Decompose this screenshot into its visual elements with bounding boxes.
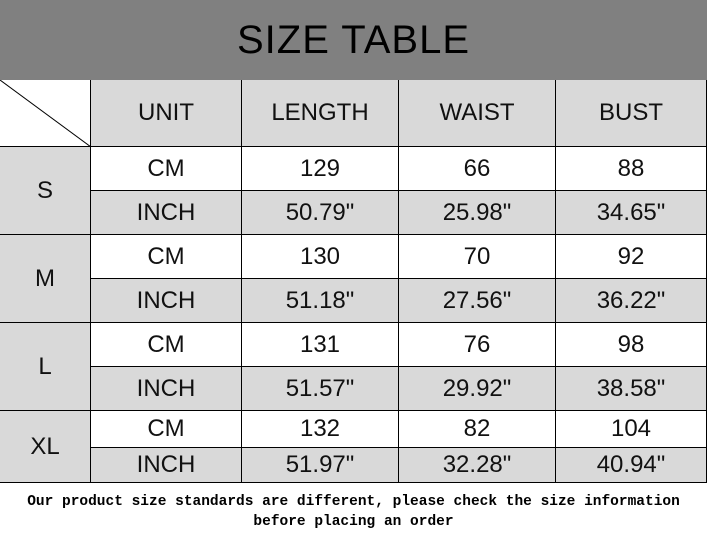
cell-unit: CM xyxy=(91,235,242,279)
header-length: LENGTH xyxy=(242,80,399,147)
cell-unit: INCH xyxy=(91,191,242,235)
size-label: S xyxy=(0,147,91,235)
cell-length: 130 xyxy=(242,235,399,279)
size-label: XL xyxy=(0,411,91,483)
cell-length: 51.18" xyxy=(242,279,399,323)
cell-length: 51.57" xyxy=(242,367,399,411)
header-waist: WAIST xyxy=(399,80,556,147)
cell-waist: 70 xyxy=(399,235,556,279)
footer-line-1: Our product size standards are different… xyxy=(27,494,680,510)
cell-waist: 66 xyxy=(399,147,556,191)
cell-length: 132 xyxy=(242,411,399,448)
cell-unit: INCH xyxy=(91,279,242,323)
cell-waist: 76 xyxy=(399,323,556,367)
page-title: SIZE TABLE xyxy=(0,0,707,80)
cell-length: 51.97" xyxy=(242,448,399,483)
diagonal-line xyxy=(0,80,91,147)
cell-bust: 88 xyxy=(556,147,707,191)
cell-waist: 32.28" xyxy=(399,448,556,483)
size-label: M xyxy=(0,235,91,323)
cell-bust: 40.94" xyxy=(556,448,707,483)
size-label: L xyxy=(0,323,91,411)
cell-bust: 34.65" xyxy=(556,191,707,235)
cell-bust: 36.22" xyxy=(556,279,707,323)
footer-line-2: before placing an order xyxy=(253,514,454,530)
cell-waist: 29.92" xyxy=(399,367,556,411)
cell-waist: 82 xyxy=(399,411,556,448)
cell-bust: 92 xyxy=(556,235,707,279)
footer-note: Our product size standards are different… xyxy=(0,492,707,532)
cell-bust: 38.58" xyxy=(556,367,707,411)
cell-waist: 25.98" xyxy=(399,191,556,235)
cell-unit: INCH xyxy=(91,448,242,483)
header-bust: BUST xyxy=(556,80,707,147)
cell-waist: 27.56" xyxy=(399,279,556,323)
cell-unit: CM xyxy=(91,147,242,191)
cell-length: 131 xyxy=(242,323,399,367)
cell-length: 129 xyxy=(242,147,399,191)
corner-cell xyxy=(0,80,91,147)
cell-unit: CM xyxy=(91,411,242,448)
header-unit: UNIT xyxy=(91,80,242,147)
cell-length: 50.79" xyxy=(242,191,399,235)
cell-bust: 104 xyxy=(556,411,707,448)
cell-unit: INCH xyxy=(91,367,242,411)
cell-unit: CM xyxy=(91,323,242,367)
cell-bust: 98 xyxy=(556,323,707,367)
